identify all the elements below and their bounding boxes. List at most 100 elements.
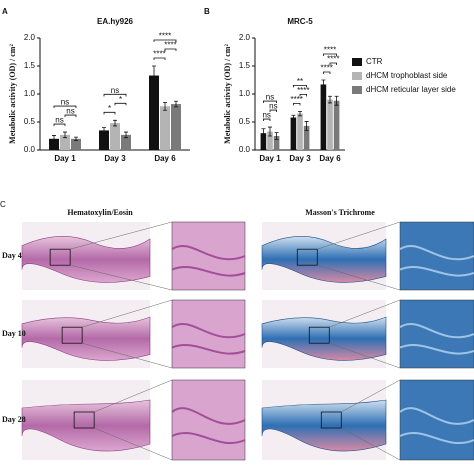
- y-axis-label: Metabolic activity (OD) / cm²: [8, 44, 17, 144]
- bar: [99, 130, 109, 150]
- bar: [71, 138, 81, 150]
- error-bar: [152, 65, 156, 86]
- significance-label: ns: [262, 111, 270, 120]
- significance-bracket: [64, 114, 77, 118]
- significance-bracket: [153, 57, 166, 60]
- bar: [260, 133, 267, 150]
- significance-label: ****: [164, 41, 176, 50]
- x-tick-label: Day 6: [319, 154, 341, 163]
- bar: [267, 131, 273, 150]
- significance-bracket: [103, 111, 116, 115]
- error-bar: [328, 95, 332, 104]
- bar: [149, 75, 159, 150]
- significance-label: ****: [159, 32, 171, 41]
- bar: [333, 100, 340, 150]
- significance-label: ns: [66, 107, 74, 116]
- significance-label: ns: [55, 116, 63, 125]
- significance-bracket: [164, 48, 177, 51]
- significance-bracket: [103, 93, 127, 97]
- x-tick-label: Day 3: [289, 154, 311, 163]
- bar: [290, 117, 297, 150]
- significance-label: ****: [290, 95, 302, 104]
- bar: [327, 99, 333, 150]
- bar: [121, 134, 131, 150]
- y-tick-label: 1.0: [24, 89, 36, 98]
- tissue-section: [21, 236, 151, 283]
- legend-label: dHCM trophoblast side: [366, 71, 448, 80]
- legend-label: CTR: [366, 57, 383, 66]
- stain-title: Masson's Trichrome: [305, 208, 375, 217]
- bar: [171, 104, 181, 150]
- error-bar: [124, 131, 128, 139]
- error-bar: [274, 132, 279, 140]
- y-tick-label: 1.5: [239, 61, 251, 70]
- bar: [49, 138, 59, 150]
- zoom-texture: [399, 244, 474, 277]
- tissue-section: [261, 399, 387, 452]
- zoom-texture: [171, 244, 246, 277]
- x-tick-label: Day 1: [54, 154, 76, 163]
- tissue-section: [21, 316, 151, 361]
- significance-label: ****: [324, 46, 336, 55]
- significance-label: *: [108, 104, 111, 113]
- error-bar: [74, 136, 78, 141]
- significance-bracket: [293, 102, 301, 106]
- error-bar: [102, 127, 106, 134]
- significance-bracket: [293, 84, 307, 88]
- zoom-box: [296, 248, 318, 266]
- significance-bracket: [323, 53, 337, 56]
- error-bar: [113, 119, 117, 127]
- zoom-box: [320, 411, 342, 429]
- significance-bracket: [263, 100, 277, 104]
- significance-label: ns: [266, 93, 274, 102]
- zoom-connector: [341, 379, 401, 461]
- zoom-box: [308, 326, 330, 344]
- y-tick-label: 0.0: [239, 145, 251, 154]
- y-tick-label: 2.0: [24, 33, 36, 42]
- legend-swatch: [352, 58, 362, 66]
- y-tick-label: 0.5: [24, 117, 36, 126]
- bar: [303, 125, 310, 150]
- error-bar: [304, 121, 309, 131]
- significance-bracket: [329, 62, 337, 65]
- histology-panel: C Hematoxylin/Eosin Masson's Trichrome Day …: [0, 200, 474, 461]
- x-tick-label: Day 3: [104, 154, 126, 163]
- zoom-image: [171, 299, 246, 369]
- stain-title: Hematoxylin/Eosin: [67, 208, 133, 217]
- zoom-connector: [329, 299, 401, 369]
- error-bar: [163, 102, 167, 111]
- zoom-image: [399, 299, 474, 369]
- row-label: Day 4: [2, 251, 22, 260]
- error-bar: [174, 100, 178, 108]
- chart-title: MRC-5: [287, 17, 313, 26]
- significance-label: ****: [153, 50, 165, 59]
- bar: [60, 134, 70, 150]
- y-tick-label: 0.0: [24, 145, 36, 154]
- chart-title: EA.hy926: [97, 17, 134, 26]
- error-bar: [268, 126, 272, 137]
- significance-label: ns: [111, 86, 119, 95]
- bar: [273, 136, 280, 150]
- zoom-image: [171, 379, 246, 461]
- panel-label: A: [2, 7, 8, 16]
- zoom-connector: [94, 379, 173, 461]
- bar: [297, 113, 303, 150]
- legend-swatch: [352, 72, 362, 80]
- y-tick-label: 2.0: [239, 33, 251, 42]
- tissue-section: [261, 236, 387, 283]
- significance-bracket: [263, 118, 271, 122]
- significance-label: *: [119, 95, 122, 104]
- significance-bracket: [153, 39, 177, 42]
- row-label: Day 10: [2, 329, 26, 338]
- bar: [320, 84, 327, 150]
- panel-label: B: [204, 7, 210, 16]
- significance-label: ns: [61, 98, 69, 107]
- zoom-connector: [317, 221, 401, 291]
- zoom-image: [171, 221, 246, 291]
- bar: [160, 106, 170, 150]
- significance-label: ****: [297, 86, 309, 95]
- error-bar: [321, 79, 326, 90]
- error-bar: [63, 131, 67, 139]
- significance-label: ns: [269, 102, 277, 111]
- zoom-texture: [399, 322, 474, 355]
